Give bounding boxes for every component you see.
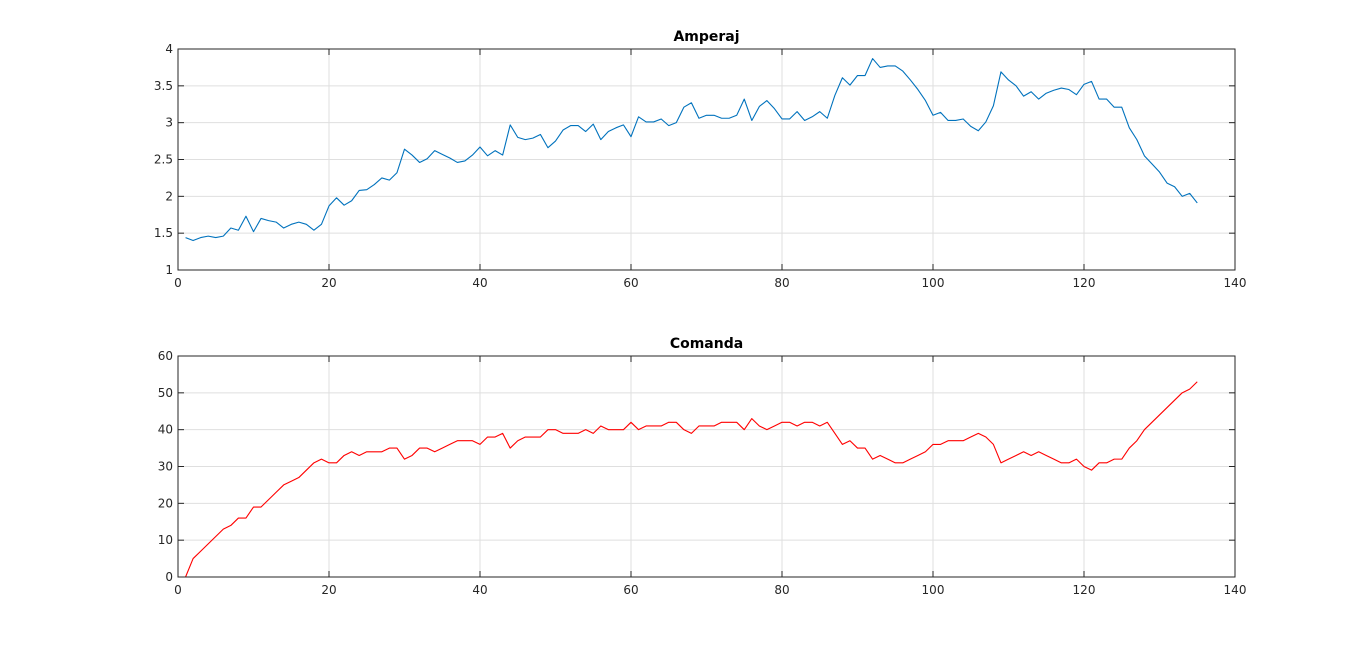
x-tick-label: 100 (922, 276, 945, 290)
grid-comanda (178, 356, 1235, 577)
x-tick-label: 40 (472, 276, 487, 290)
axes-amperaj-frame (177, 48, 1236, 271)
y-tick-label: 2 (165, 189, 173, 203)
y-tick-label: 1 (165, 263, 173, 277)
y-tick-label: 30 (158, 460, 173, 474)
y-tick-label: 40 (158, 423, 173, 437)
x-ticks-amperaj: 0 20 40 60 80 100 120 140 (174, 49, 1246, 290)
chart-title-comanda: Comanda (670, 336, 743, 352)
x-tick-label: 120 (1073, 583, 1096, 597)
x-tick-label: 100 (922, 583, 945, 597)
x-tick-label: 0 (174, 583, 182, 597)
y-ticks-comanda: 0 10 20 30 40 50 60 (158, 349, 1235, 584)
x-tick-label: 140 (1224, 583, 1247, 597)
x-tick-label: 120 (1073, 276, 1096, 290)
y-tick-label: 3 (165, 116, 173, 130)
y-tick-label: 50 (158, 386, 173, 400)
x-tick-label: 80 (774, 583, 789, 597)
x-tick-label: 140 (1224, 276, 1247, 290)
x-tick-label: 0 (174, 276, 182, 290)
x-tick-label: 40 (472, 583, 487, 597)
y-tick-label: 3.5 (154, 79, 173, 93)
y-ticks-amperaj: 1 1.5 2 2.5 3 3.5 4 (154, 42, 1235, 277)
y-tick-label: 20 (158, 496, 173, 510)
y-tick-label: 1.5 (154, 226, 173, 240)
x-ticks-comanda: 0 20 40 60 80 100 120 140 (174, 356, 1246, 597)
x-tick-label: 60 (623, 583, 638, 597)
y-tick-label: 10 (158, 533, 173, 547)
y-tick-label: 2.5 (154, 153, 173, 167)
x-tick-label: 80 (774, 276, 789, 290)
y-tick-label: 0 (165, 570, 173, 584)
y-tick-label: 60 (158, 349, 173, 363)
plot-amperaj: 0 20 40 60 80 100 120 140 1 1.5 2 2.5 3 3.5 4 Amperaj (154, 29, 1247, 290)
grid-amperaj (178, 49, 1235, 270)
x-tick-label: 20 (321, 583, 336, 597)
axes-comanda-frame (177, 355, 1236, 578)
y-tick-label: 4 (165, 42, 173, 56)
chart-title-amperaj: Amperaj (673, 29, 739, 45)
x-tick-label: 60 (623, 276, 638, 290)
series-line-amperaj (185, 58, 1198, 242)
series-comanda (185, 381, 1198, 578)
series-line-comanda (185, 381, 1198, 578)
x-tick-label: 20 (321, 276, 336, 290)
series-amperaj (185, 58, 1198, 242)
plot-comanda: 0 20 40 60 80 100 120 140 0 10 20 30 40 50 60 Comanda (158, 336, 1247, 597)
